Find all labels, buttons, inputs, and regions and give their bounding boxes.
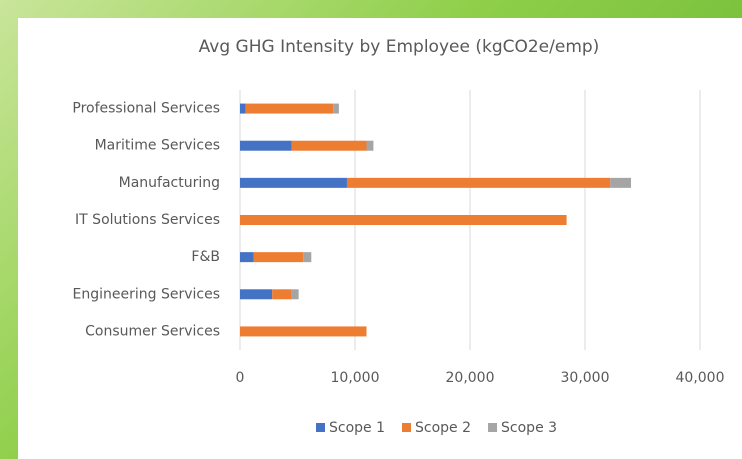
x-tick-label: 20,000 <box>446 370 495 386</box>
legend-label: Scope 1 <box>329 420 385 436</box>
bar-segment <box>291 289 299 300</box>
y-tick-label: IT Solutions Services <box>75 212 220 228</box>
bar-segment <box>303 252 312 263</box>
bar-segment <box>346 177 611 188</box>
x-tick-label: 30,000 <box>561 370 610 386</box>
chart-background <box>18 18 742 459</box>
legend-label: Scope 3 <box>501 420 557 436</box>
y-tick-label: Consumer Services <box>85 323 220 339</box>
bar-segment <box>240 289 273 300</box>
bar-segment <box>240 215 567 225</box>
legend-swatch <box>316 423 325 432</box>
y-tick-label: Engineering Services <box>73 286 221 302</box>
y-tick-label: F&B <box>191 249 220 265</box>
bar-segment <box>240 326 367 337</box>
y-tick-label: Professional Services <box>72 101 220 117</box>
bar-segment <box>291 140 367 151</box>
x-tick-label: 10,000 <box>331 370 380 386</box>
x-tick-label: 0 <box>236 370 245 386</box>
bar-segment <box>240 177 347 188</box>
legend-label: Scope 2 <box>415 420 471 436</box>
x-tick-label: 40,000 <box>676 370 725 386</box>
y-tick-label: Maritime Services <box>95 138 220 154</box>
chart-title: Avg GHG Intensity by Employee (kgCO2e/em… <box>199 37 600 57</box>
bar-segment <box>272 289 292 300</box>
legend-swatch <box>488 423 498 432</box>
bar-segment <box>240 103 246 114</box>
bar-segment <box>333 103 339 114</box>
bar-segment <box>366 140 374 151</box>
bar-segment <box>245 103 334 114</box>
y-tick-label: Manufacturing <box>119 175 220 191</box>
bar-segment <box>240 252 254 263</box>
bar-segment <box>253 252 304 263</box>
legend-swatch <box>402 423 412 432</box>
bar-segment <box>240 140 292 151</box>
bar-segment <box>610 177 631 188</box>
